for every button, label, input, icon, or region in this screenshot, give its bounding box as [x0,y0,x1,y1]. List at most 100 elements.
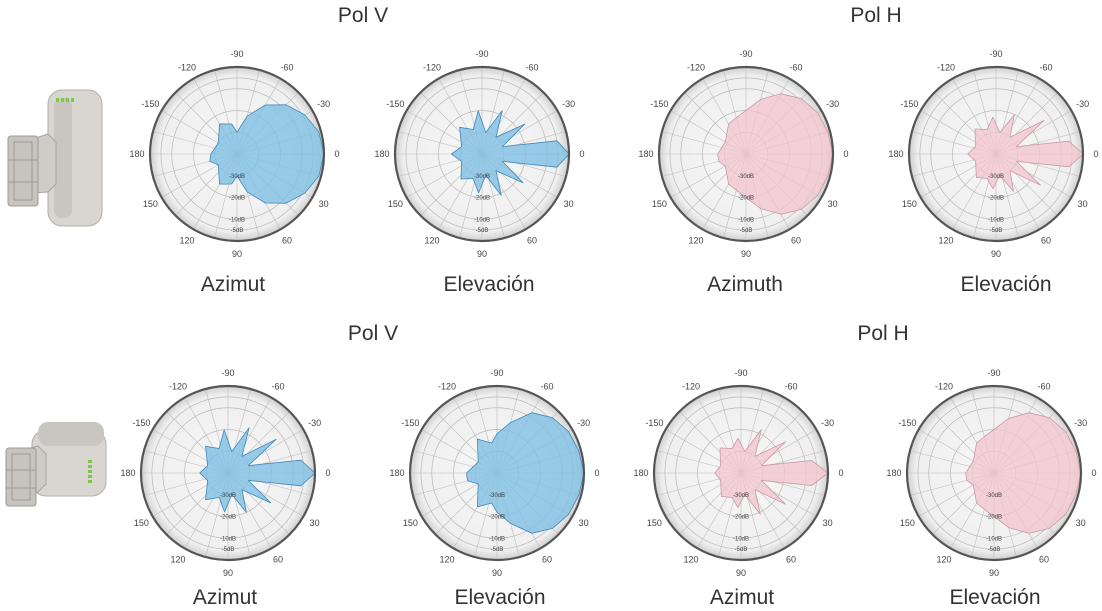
radial-tick-label: -10dB [489,536,505,542]
plot-label-azimut: Azimut [200,273,266,296]
angle-tick-label: 60 [786,555,796,565]
radiation-pattern [466,412,585,534]
polar-rim [657,65,835,243]
angle-tick-label: 90 [989,568,999,578]
angle-tick-label: 90 [741,249,751,259]
radial-tick-label: -30dB [474,174,490,180]
angle-tick-label: -60 [525,62,538,72]
radial-tick-label: -5dB [476,228,489,234]
angle-tick-label: 180 [374,149,389,159]
polar-plot-row1-pol-h-azimuth: -90 -60 -30 0 30 60 90 120 150 180 -150 -120 -30dB -2… [638,49,848,259]
antenna-vertical-mount-image [7,89,103,227]
angle-tick-label: 0 [1093,149,1098,159]
angle-tick-label: 30 [828,199,838,209]
angle-tick-label: 0 [1091,468,1096,478]
radiation-pattern [717,93,834,215]
angle-tick-label: 60 [542,555,552,565]
led-indicator-icon [56,98,74,102]
angle-tick-label: -120 [687,62,705,72]
angle-tick-label: 120 [688,236,703,246]
angle-tick-label: -60 [540,381,553,391]
angle-tick-label: 30 [1076,518,1086,528]
angle-tick-label: -90 [987,368,1000,378]
angle-tick-label: -150 [401,418,419,428]
angle-tick-label: -90 [475,49,488,59]
radial-tick-label: -20dB [489,515,505,521]
angle-tick-label: -90 [989,49,1002,59]
angle-tick-label: 90 [736,568,746,578]
angle-tick-label: 60 [1039,555,1049,565]
row2-pol-h-title: Pol H [857,322,909,345]
angle-tick-label: 120 [936,555,951,565]
angle-tick-label: -120 [937,62,955,72]
angle-tick-label: -90 [739,49,752,59]
angle-tick-label: 0 [843,149,848,159]
polar-rim [905,384,1083,562]
polar-plot-row2-pol-v-elevacion: -90 -60 -30 0 30 60 90 120 150 180 -150 -120 -30dB -2… [389,368,599,578]
angle-tick-label: 30 [319,199,329,209]
polar-plot-row2-pol-h-elevacion: -90 -60 -30 0 30 60 90 120 150 180 -150 -120 -30dB -2… [886,368,1096,578]
radial-tick-label: -30dB [489,493,505,499]
angle-tick-label: -120 [178,62,196,72]
radial-tick-label: -5dB [491,547,504,553]
polar-rim [907,65,1085,243]
angle-tick-label: 150 [652,199,667,209]
angle-tick-label: -90 [490,368,503,378]
angle-tick-label: 30 [564,199,574,209]
radial-tick-label: -10dB [220,536,236,542]
polar-plot-row2-pol-h-azimut: -90 -60 -30 0 30 60 90 120 150 180 -150 -120 -30dB -2… [633,368,843,578]
angle-tick-label: 90 [991,249,1001,259]
angle-tick-label: -60 [271,381,284,391]
angle-tick-label: 180 [888,149,903,159]
radial-tick-label: -20dB [986,515,1002,521]
angle-tick-label: -30 [577,418,590,428]
angle-tick-label: 150 [143,199,158,209]
plot-label-elevacion: Elevación [949,586,1041,609]
angle-tick-label: -30 [1074,418,1087,428]
angle-tick-label: -150 [132,418,150,428]
angle-tick-label: -120 [423,62,441,72]
angle-tick-label: 180 [633,468,648,478]
angle-tick-label: 60 [273,555,283,565]
polar-plot-row1-pol-v-azimut: -90 -60 -30 0 30 60 90 120 150 180 -150 -120 -30dB -2… [129,49,339,259]
polar-rim [393,65,571,243]
angle-tick-label: 120 [439,555,454,565]
angle-tick-label: 150 [647,518,662,528]
radial-tick-label: -5dB [988,547,1001,553]
angle-tick-label: 180 [129,149,144,159]
angle-tick-label: -150 [141,99,159,109]
row2-pol-v-title: Pol V [347,322,399,345]
angle-tick-label: 0 [325,468,330,478]
angle-tick-label: 90 [223,568,233,578]
angle-tick-label: 180 [638,149,653,159]
radial-tick-label: -30dB [220,493,236,499]
angle-tick-label: 30 [310,518,320,528]
angle-tick-label: 90 [232,249,242,259]
radial-tick-label: -5dB [735,547,748,553]
radial-tick-label: -20dB [220,515,236,521]
plot-label-elevacion: Elevación [960,273,1052,296]
angle-tick-label: -60 [280,62,293,72]
angle-tick-label: -30 [562,99,575,109]
radial-tick-label: -20dB [474,196,490,202]
angle-tick-label: 150 [900,518,915,528]
angle-tick-label: 60 [1041,236,1051,246]
radial-tick-label: -10dB [474,217,490,223]
radial-tick-label: -30dB [988,174,1004,180]
angle-tick-label: -120 [682,381,700,391]
angle-tick-label: -30 [317,99,330,109]
angle-tick-label: -120 [935,381,953,391]
radial-tick-label: -20dB [988,196,1004,202]
polar-plot-row1-pol-h-elevacion: -90 -60 -30 0 30 60 90 120 150 180 -150 -120 -30dB -2… [888,49,1098,259]
radial-tick-label: -10dB [229,217,245,223]
angle-tick-label: 120 [683,555,698,565]
radial-tick-label: -5dB [740,228,753,234]
radiation-pattern [209,104,325,204]
radial-tick-label: -20dB [229,196,245,202]
row1-pol-h-title: Pol H [850,4,902,27]
radial-tick-label: -5dB [231,228,244,234]
antenna-horizontal-mount-image [5,422,107,507]
angle-tick-label: 180 [389,468,404,478]
plot-label-azimut: Azimut [709,586,775,609]
radial-tick-label: -20dB [738,196,754,202]
